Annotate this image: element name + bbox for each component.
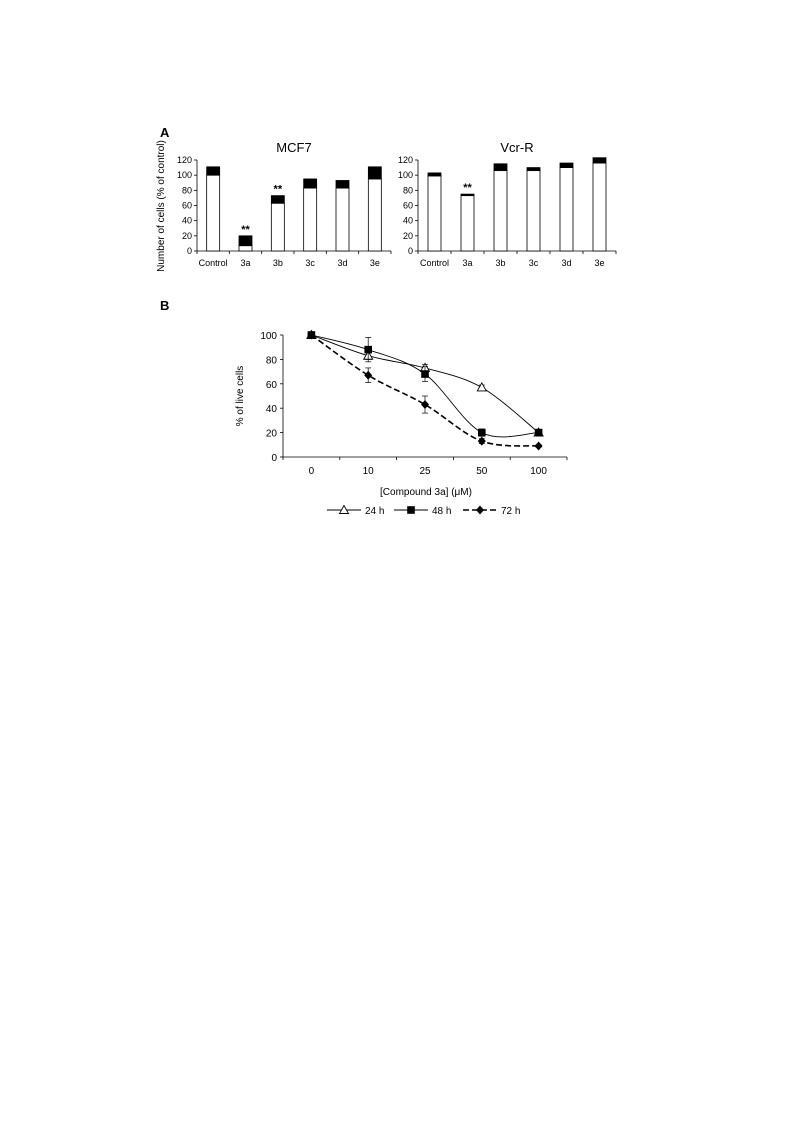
vcrr-y-tick-label: 20 (403, 231, 413, 241)
mcf7-y-tick-label: 20 (182, 231, 192, 241)
live-cells-y-tick-label: 80 (266, 355, 278, 366)
vcrr-bar-lower (592, 162, 607, 252)
vcrr-bar-upper (493, 163, 508, 172)
mcf7-x-tick-label: 3a (240, 258, 250, 268)
vcrr-plot: 0 20 40 60 80 100 120 Control 3a 3b 3c 3d 3e ** (398, 155, 617, 268)
vcrr-bar-upper (592, 157, 607, 164)
panel-b-label: B (160, 298, 169, 313)
mcf7-x-tick-label: 3b (273, 258, 283, 268)
vcrr-y-tick-label: 60 (403, 201, 413, 211)
legend-48h-marker (407, 506, 415, 514)
vcrr-bar-upper (526, 167, 541, 172)
live-cells-plot: 0 20 40 60 80 100 0 10 25 50 100 (260, 329, 568, 477)
vcrr-y-tick-label: 80 (403, 185, 413, 195)
live-cells-y-tick-label: 20 (266, 429, 278, 440)
mcf7-bar-lower (367, 178, 382, 252)
live-cells-legend: 24 h 48 h 72 h (327, 504, 520, 517)
live-cells-y-tick-label: 40 (266, 404, 278, 415)
mcf7-bar-upper (335, 180, 350, 189)
vcrr-x-tick-label: 3a (462, 258, 472, 268)
legend-48h-label: 48 h (432, 506, 451, 517)
vcrr-x-tick-label: 3d (561, 258, 571, 268)
vcrr-x-tick-label: Control (420, 258, 449, 268)
mcf7-bar-upper (206, 166, 221, 176)
vcrr-y-tick-label: 120 (398, 155, 413, 165)
mcf7-plot: 0 20 40 60 80 100 120 Control 3a 3b 3c 3d 3e ** ** (177, 155, 392, 268)
live-cells-y-axis-title: % of live cells (235, 366, 246, 427)
vcrr-x-tick-label: 3e (594, 258, 604, 268)
mcf7-y-tick-label: 100 (177, 170, 192, 180)
mcf7-x-tick-label: 3c (305, 258, 315, 268)
vcrr-y-tick-label: 0 (408, 246, 413, 256)
vcrr-significance-label: ** (463, 182, 472, 194)
vcrr-bar-upper (559, 162, 574, 168)
mcf7-significance-label: ** (274, 184, 283, 196)
live-cells-x-axis-title: [Compound 3a] (μM) (380, 487, 472, 498)
series-72h-point (307, 330, 316, 340)
mcf7-x-tick-label: Control (199, 258, 228, 268)
mcf7-x-tick-label: 3d (337, 258, 347, 268)
vcrr-y-tick-label: 100 (398, 170, 413, 180)
vcrr-bar-upper (427, 172, 442, 177)
vcrr-chart: Vcr-R 0 20 40 60 80 100 120 Control 3a 3b 3c 3d 3e ** (398, 140, 617, 268)
series-24h-line (311, 334, 539, 433)
mcf7-bar-upper (367, 166, 382, 180)
live-cells-x-tick-label: 25 (419, 466, 431, 477)
live-cells-x-tick-label: 0 (309, 466, 315, 477)
mcf7-bar-upper (270, 195, 285, 204)
vcrr-title: Vcr-R (500, 140, 533, 155)
mcf7-x-tick-label: 3e (370, 258, 380, 268)
mcf7-bar-upper (238, 235, 253, 247)
mcf7-y-axis-title: Number of cells (% of control) (156, 140, 167, 272)
series-48h-point (421, 370, 429, 378)
mcf7-bar-lower (238, 245, 253, 252)
legend-72h-label: 72 h (501, 506, 520, 517)
mcf7-significance-label: ** (241, 224, 250, 236)
mcf7-bar-lower (335, 187, 350, 252)
mcf7-title: MCF7 (276, 140, 311, 155)
series-24h-point (476, 382, 488, 392)
live-cells-y-tick-label: 60 (266, 380, 278, 391)
vcrr-y-tick-label: 40 (403, 216, 413, 226)
live-cells-x-tick-label: 50 (476, 466, 488, 477)
live-cells-x-tick-label: 10 (363, 466, 375, 477)
legend-24h-label: 24 h (365, 506, 384, 517)
vcrr-x-tick-label: 3b (495, 258, 505, 268)
mcf7-bar-lower (206, 174, 221, 252)
live-cells-y-tick-label: 0 (271, 453, 277, 464)
legend-72h-marker (476, 505, 484, 515)
series-48h-line (311, 334, 539, 438)
vcrr-bar-upper (460, 193, 475, 197)
series-48h-point (534, 428, 543, 437)
mcf7-bar-lower (270, 202, 285, 252)
mcf7-chart: MCF7 Number of cells (% of control) 0 20 4… (156, 140, 392, 272)
series-72h-point (477, 436, 486, 446)
mcf7-y-tick-label: 0 (187, 246, 192, 256)
live-cells-x-tick-label: 100 (530, 466, 547, 477)
series-48h-point (478, 428, 486, 437)
vcrr-bar-lower (559, 167, 574, 252)
series-72h-point (421, 400, 429, 410)
mcf7-y-tick-label: 60 (182, 201, 192, 211)
series-72h-line (310, 334, 539, 447)
series-72h-point (364, 370, 373, 380)
mcf7-bar-upper (303, 178, 318, 189)
legend-24h-marker (338, 504, 350, 514)
panel-a-label: A (160, 125, 170, 140)
mcf7-bar-lower (303, 187, 318, 252)
mcf7-y-tick-label: 80 (182, 185, 192, 195)
vcrr-bar-lower (460, 195, 475, 252)
live-cells-chart: % of live cells [Compound 3a] (μM) 0 20 40… (235, 329, 568, 517)
series-72h-point (534, 441, 543, 451)
vcrr-bar-lower (526, 170, 541, 252)
vcrr-bar-lower (493, 170, 508, 252)
series-48h-point (364, 345, 372, 354)
live-cells-y-tick-label: 100 (260, 331, 277, 342)
mcf7-y-tick-label: 120 (177, 155, 192, 165)
vcrr-bar-lower (427, 175, 442, 252)
vcrr-x-tick-label: 3c (529, 258, 539, 268)
mcf7-y-tick-label: 40 (182, 216, 192, 226)
